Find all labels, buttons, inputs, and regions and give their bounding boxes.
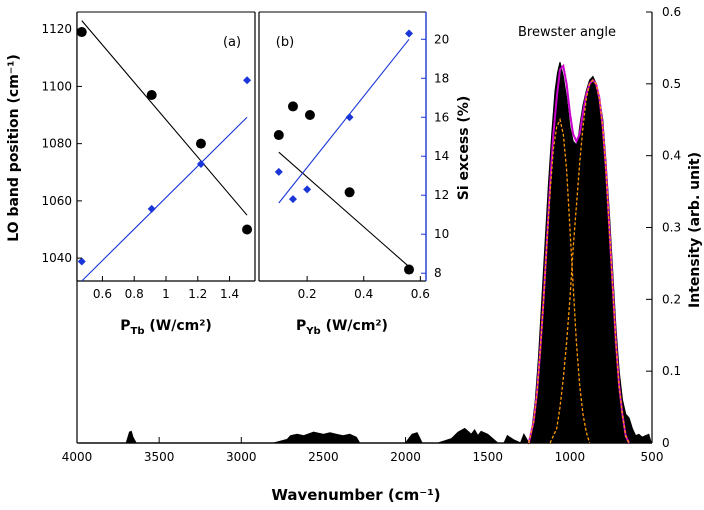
panel-b-black-point <box>404 264 415 275</box>
fit-component-curve <box>528 117 591 444</box>
panel-b-xlabel-rest: (W/cm²) <box>321 318 388 334</box>
panel-b-black-point <box>344 187 355 198</box>
panel-a-black-point <box>76 27 87 38</box>
main-x-tick-label: 1500 <box>472 450 503 464</box>
panel-b-blue-point <box>288 195 297 204</box>
main-y-tick-label: 0 <box>662 436 670 450</box>
panel-a-x-tick-label: 1 <box>162 287 170 301</box>
panel-b-frame <box>258 11 427 282</box>
panel-b-blue-point <box>303 185 312 194</box>
panel-a-y-tick-label: 1080 <box>41 137 72 151</box>
panel-b-xlabel-main: P <box>296 318 306 334</box>
panel-b-y-tick-label: 14 <box>434 149 449 163</box>
panel-a-xlabel-main: P <box>120 318 130 334</box>
main-title: Brewster angle <box>518 25 616 40</box>
panel-b-y-axis-label: Si excess (%) <box>456 96 472 200</box>
panel-a-black-fit-line <box>81 20 248 216</box>
panel-b-x-ticks: 0.2 0.4 0.6 <box>298 276 430 301</box>
main-y-tick-label: 0.1 <box>662 364 681 378</box>
panel-a-black-point <box>195 138 206 149</box>
panel-a-blue-point <box>243 76 252 85</box>
main-x-tick-label: 2500 <box>308 450 339 464</box>
panel-b-y-tick-label: 12 <box>434 188 449 202</box>
panel-a-x-tick-label: 0.6 <box>93 287 112 301</box>
panel-b-blue-point <box>274 167 283 176</box>
panel-b-plot <box>273 29 415 275</box>
main-y-tick-label: 0.6 <box>662 5 681 19</box>
panel-a-y-ticks: 1040 1060 1080 1100 1120 <box>41 22 82 265</box>
fit-component-curve <box>549 79 630 444</box>
panel-b-y-tick-label: 16 <box>434 110 449 124</box>
panel-b-blue-fit-line <box>278 38 410 204</box>
panel-b-x-axis-label: PYb (W/cm²) <box>296 318 388 337</box>
panel-b-xlabel-sub: Yb <box>305 326 320 337</box>
panel-b-x-tick-label: 0.4 <box>354 287 373 301</box>
panel-a-y-axis-label: LO band position (cm⁻¹) <box>6 54 22 241</box>
panel-b-y-ticks: 8 10 12 14 16 18 20 <box>421 32 449 280</box>
main-x-tick-label: 2000 <box>390 450 421 464</box>
panel-b-y-tick-label: 10 <box>434 227 449 241</box>
panel-a-xlabel-rest: (W/cm²) <box>145 318 212 334</box>
main-x-axis-label: Wavenumber (cm⁻¹) <box>271 486 440 504</box>
panel-b-y-tick-label: 20 <box>434 32 449 46</box>
main-x-tick-label: 3500 <box>144 450 175 464</box>
panel-a-x-axis-label: PTb (W/cm²) <box>120 318 212 337</box>
panel-a-y-tick-label: 1040 <box>41 251 72 265</box>
panel-a-x-tick-label: 0.8 <box>125 287 144 301</box>
panel-a-x-ticks: 0.6 0.8 1 1.2 1.4 <box>93 276 239 301</box>
panel-a-black-point <box>146 89 157 100</box>
panel-b-black-point <box>287 101 298 112</box>
panel-b-black-point <box>304 110 315 121</box>
panel-b-black-point <box>273 130 284 141</box>
panel-a-x-tick-label: 1.2 <box>188 287 207 301</box>
panel-b-annotation: (b) <box>276 35 294 50</box>
panel-b-blue-point <box>345 113 354 122</box>
main-x-tick-label: 500 <box>641 450 664 464</box>
panel-a-blue-point <box>147 204 156 213</box>
main-y-tick-label: 0.4 <box>662 149 681 163</box>
main-x-tick-label: 3000 <box>226 450 257 464</box>
panel-a-black-point <box>242 224 253 235</box>
panel-b-y-tick-label: 18 <box>434 71 449 85</box>
panel-a-blue-point <box>196 160 205 169</box>
panel-a-blue-fit-line <box>81 116 248 282</box>
panel-a-xlabel-sub: Tb <box>131 326 145 337</box>
panel-b-y-tick-label: 8 <box>434 266 442 280</box>
main-y-tick-label: 0.5 <box>662 77 681 91</box>
panel-b-x-tick-label: 0.2 <box>298 287 317 301</box>
main-y-tick-label: 0.3 <box>662 221 681 235</box>
panel-b-black-fit-line <box>278 151 410 268</box>
main-x-tick-label: 1000 <box>555 450 586 464</box>
main-y-tick-label: 0.2 <box>662 292 681 306</box>
panel-a-y-tick-label: 1120 <box>41 22 72 36</box>
panel-a-plot <box>76 20 253 282</box>
panel-b-x-tick-label: 0.6 <box>411 287 430 301</box>
inset-background <box>77 12 426 281</box>
main-y-ticks: 0 0.1 0.2 0.3 0.4 0.5 0.6 <box>646 5 681 450</box>
panel-b-blue-point <box>405 29 414 38</box>
panel-a-y-tick-label: 1100 <box>41 79 72 93</box>
panel-a-y-tick-label: 1060 <box>41 194 72 208</box>
main-x-ticks: 4000 3500 3000 2500 2000 1500 1000 500 <box>62 437 664 464</box>
main-x-tick-label: 4000 <box>62 450 93 464</box>
fit-curves <box>527 63 630 444</box>
panel-a-blue-point <box>77 257 86 266</box>
main-y-axis-label: Intensity (arb. unit) <box>687 152 703 308</box>
panel-a-annotation: (a) <box>223 35 241 50</box>
panel-a-x-tick-label: 1.4 <box>220 287 239 301</box>
